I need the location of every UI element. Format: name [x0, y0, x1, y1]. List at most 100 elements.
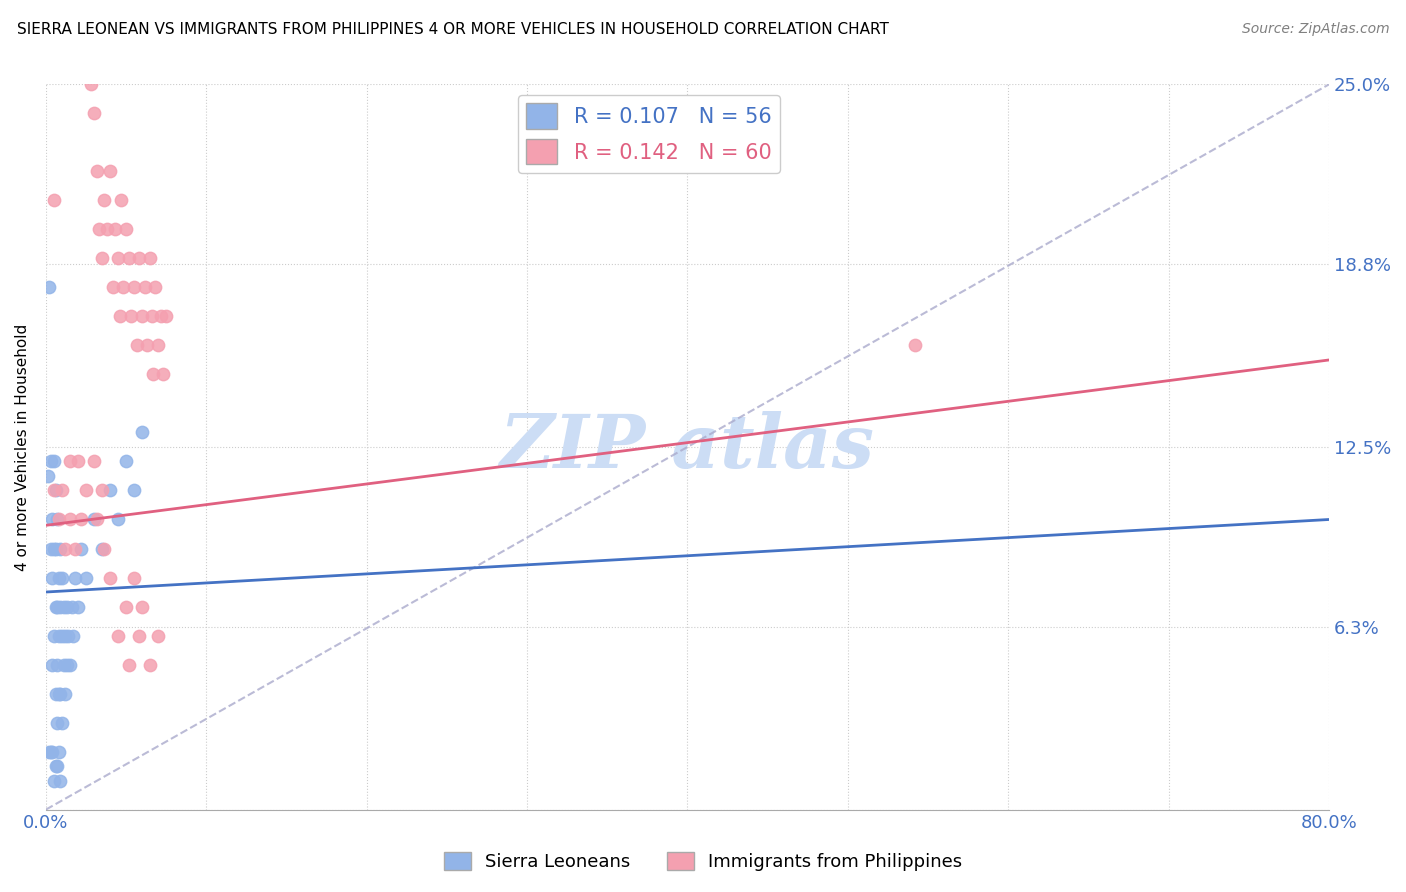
Point: [83, 512, 105, 526]
Point: [115, 599, 138, 614]
Point: [48, 745, 70, 759]
Point: [136, 338, 159, 352]
Point: [49, 541, 72, 556]
Point: [42, 454, 65, 468]
Point: [39, 745, 62, 759]
Point: [51, 483, 73, 498]
Point: [59, 512, 82, 526]
Point: [143, 280, 166, 294]
Point: [107, 628, 129, 642]
Point: [70, 512, 93, 526]
Point: [53, 541, 76, 556]
Point: [91, 541, 114, 556]
Point: [46, 599, 69, 614]
Point: [49, 686, 72, 700]
Point: [118, 657, 141, 672]
Point: [41, 512, 63, 526]
Point: [127, 338, 149, 352]
Point: [59, 454, 82, 468]
Point: [108, 310, 131, 324]
Point: [70, 0, 93, 4]
Point: [142, 368, 165, 382]
Point: [83, 106, 105, 120]
Point: [104, 222, 127, 236]
Point: [148, 338, 170, 352]
Point: [48, 512, 70, 526]
Point: [37, 469, 59, 483]
Point: [107, 252, 129, 266]
Point: [98, 570, 121, 584]
Point: [152, 368, 174, 382]
Text: ZIP atlas: ZIP atlas: [501, 410, 875, 483]
Point: [51, 570, 73, 584]
Point: [45, 686, 67, 700]
Point: [75, 570, 97, 584]
Point: [45, 541, 67, 556]
Point: [128, 628, 150, 642]
Point: [107, 512, 129, 526]
Point: [150, 310, 173, 324]
Point: [53, 628, 76, 642]
Point: [83, 454, 105, 468]
Point: [46, 512, 69, 526]
Point: [103, 280, 125, 294]
Point: [63, 570, 86, 584]
Point: [148, 628, 170, 642]
Point: [155, 310, 177, 324]
Text: Source: ZipAtlas.com: Source: ZipAtlas.com: [1241, 22, 1389, 37]
Point: [131, 425, 153, 440]
Point: [41, 570, 63, 584]
Point: [39, 541, 62, 556]
Point: [67, 454, 90, 468]
Point: [111, 280, 134, 294]
Point: [141, 310, 163, 324]
Point: [110, 194, 132, 208]
Text: SIERRA LEONEAN VS IMMIGRANTS FROM PHILIPPINES 4 OR MORE VEHICLES IN HOUSEHOLD CO: SIERRA LEONEAN VS IMMIGRANTS FROM PHILIP…: [17, 22, 889, 37]
Point: [91, 252, 114, 266]
Point: [93, 541, 115, 556]
Point: [115, 222, 138, 236]
Point: [45, 759, 67, 773]
Point: [48, 686, 70, 700]
Point: [59, 657, 82, 672]
Point: [128, 252, 150, 266]
Point: [122, 570, 145, 584]
Point: [60, 599, 83, 614]
Point: [122, 483, 145, 498]
Point: [96, 222, 118, 236]
Point: [41, 657, 63, 672]
Point: [39, 454, 62, 468]
Point: [67, 599, 90, 614]
Point: [98, 483, 121, 498]
Point: [91, 483, 114, 498]
Point: [75, 483, 97, 498]
Point: [63, 541, 86, 556]
Point: [49, 773, 72, 788]
Point: [49, 599, 72, 614]
Point: [139, 252, 162, 266]
Point: [120, 310, 142, 324]
Point: [131, 599, 153, 614]
Point: [38, 280, 60, 294]
Point: [93, 194, 115, 208]
Point: [42, 483, 65, 498]
Point: [139, 657, 162, 672]
Point: [131, 310, 153, 324]
Point: [53, 686, 76, 700]
Point: [70, 541, 93, 556]
Point: [98, 164, 121, 178]
Point: [46, 715, 69, 730]
Point: [52, 657, 75, 672]
Point: [58, 628, 80, 642]
Point: [134, 280, 156, 294]
Point: [87, 222, 110, 236]
Point: [46, 759, 69, 773]
Legend: R = 0.107   N = 56, R = 0.142   N = 60: R = 0.107 N = 56, R = 0.142 N = 60: [517, 95, 780, 173]
Point: [42, 628, 65, 642]
Point: [42, 541, 65, 556]
Point: [904, 338, 927, 352]
Point: [118, 252, 141, 266]
Point: [62, 628, 84, 642]
Legend: Sierra Leoneans, Immigrants from Philippines: Sierra Leoneans, Immigrants from Philipp…: [436, 845, 970, 879]
Point: [45, 483, 67, 498]
